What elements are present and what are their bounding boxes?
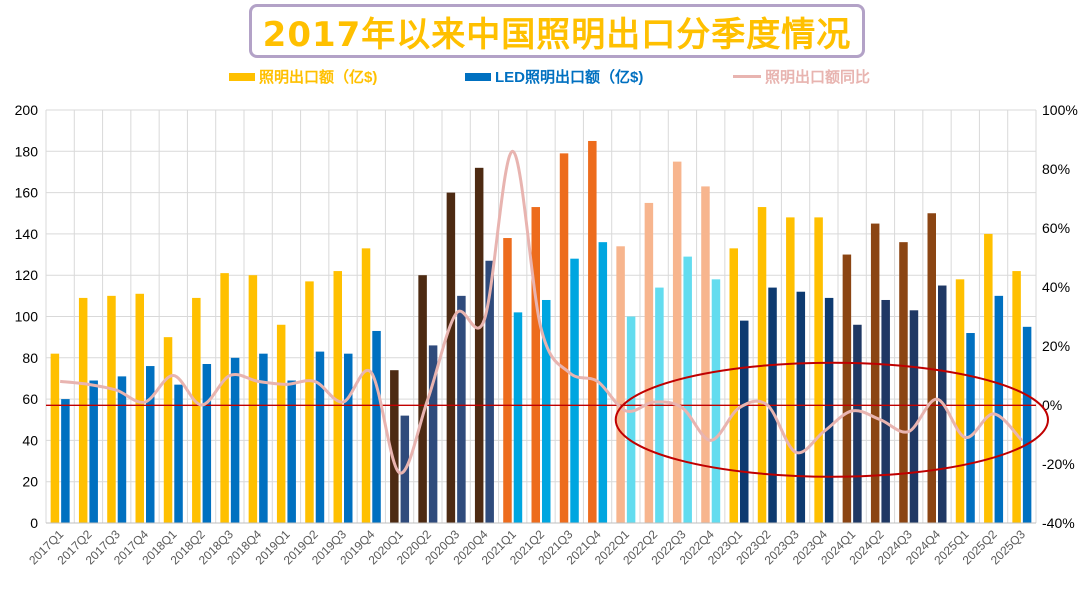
bar-led <box>966 333 975 523</box>
bar-led <box>513 312 523 523</box>
bar-led <box>542 299 551 523</box>
chart-title: 2017年以来中国照明出口分季度情况 <box>262 14 852 55</box>
y-right-tick-label: 80% <box>1042 161 1070 177</box>
y-right-tick-label: 40% <box>1042 279 1070 295</box>
bar-led <box>740 320 749 523</box>
bar-lighting <box>955 279 965 523</box>
bar-lighting <box>842 254 852 524</box>
legend-item-led: LED照明出口额（亿$) <box>465 66 643 87</box>
bar-led <box>570 258 579 523</box>
bar-led <box>287 380 296 523</box>
legend-label-yoy: 照明出口额同比 <box>765 69 871 86</box>
bar-lighting <box>503 238 512 523</box>
y-left-tick-label: 200 <box>15 102 39 118</box>
bar-lighting <box>361 248 371 524</box>
y-right-tick-label: 0% <box>1042 397 1062 413</box>
bar-led <box>315 351 325 523</box>
bar-lighting <box>474 167 484 523</box>
bar-led <box>344 353 353 523</box>
bar-led <box>994 295 1004 523</box>
bar-led <box>683 256 692 523</box>
bar-lighting <box>220 273 229 523</box>
bar-led <box>174 384 183 523</box>
bar-lighting <box>870 223 880 523</box>
yoy-line <box>59 149 1023 475</box>
y-right-tick-label: -20% <box>1042 456 1075 472</box>
bar-lighting <box>50 353 60 523</box>
bar-led <box>881 299 890 523</box>
bar-lighting <box>899 242 908 523</box>
y-left-tick-label: 60 <box>22 391 38 407</box>
legend-item-yoy: 照明出口额同比 <box>733 66 870 87</box>
bar-led <box>89 380 98 523</box>
y-right-tick-label: -40% <box>1042 515 1075 531</box>
bar-lighting <box>446 192 456 523</box>
y-right-tick-label: 100% <box>1042 102 1078 118</box>
bar-lighting <box>1012 271 1021 523</box>
bar-led <box>909 310 919 523</box>
bar-led <box>796 291 806 523</box>
annotation-ellipse <box>614 361 1049 478</box>
bar-led <box>202 363 212 523</box>
legend-swatch-lighting <box>229 72 255 81</box>
bar-led <box>117 376 127 523</box>
legend-swatch-led <box>465 72 491 81</box>
chart-title-box: 2017年以来中国照明出口分季度情况 <box>249 4 865 58</box>
bar-led <box>372 330 381 523</box>
bar-led <box>853 324 862 523</box>
legend-label-lighting: 照明出口额（亿$) <box>259 69 378 86</box>
bar-lighting <box>192 297 201 523</box>
bar-led <box>230 357 240 523</box>
bar-led <box>626 316 636 523</box>
bar-led <box>457 295 466 523</box>
bar-lighting <box>390 370 399 523</box>
bar-lighting <box>984 233 993 523</box>
bar-lighting <box>814 217 823 523</box>
y-left-tick-label: 160 <box>15 185 39 201</box>
bar-lighting <box>418 275 427 523</box>
bar-lighting <box>135 293 144 523</box>
bar-lighting <box>701 186 710 523</box>
bar-lighting <box>559 153 569 524</box>
y-right-tick-label: 20% <box>1042 338 1070 354</box>
bar-led <box>485 260 494 523</box>
legend-swatch-yoy <box>733 75 761 78</box>
bar-led <box>61 399 70 523</box>
bar-lighting <box>78 297 88 523</box>
bar-lighting <box>248 275 258 523</box>
y-right-tick-label: 60% <box>1042 220 1070 236</box>
bar-led <box>1022 326 1032 523</box>
bar-lighting <box>107 295 116 523</box>
y-left-tick-label: 80 <box>22 350 38 366</box>
bar-lighting <box>616 246 625 524</box>
bar-lighting <box>588 140 597 523</box>
bar-lighting <box>163 337 173 523</box>
bar-lighting <box>333 271 342 523</box>
bar-lighting <box>305 281 314 523</box>
bar-led <box>824 297 834 523</box>
bar-led <box>259 353 268 523</box>
bar-lighting <box>786 217 795 523</box>
bar-lighting <box>729 248 738 524</box>
y-left-tick-label: 40 <box>22 432 38 448</box>
bar-lighting <box>276 324 286 523</box>
legend: 照明出口额（亿$) LED照明出口额（亿$) 照明出口额同比 <box>0 66 1080 88</box>
bar-led <box>146 366 155 523</box>
bar-lighting <box>531 207 540 523</box>
y-left-tick-label: 20 <box>22 474 38 490</box>
legend-label-led: LED照明出口额（亿$) <box>495 69 644 86</box>
legend-item-lighting: 照明出口额（亿$) <box>229 66 377 87</box>
y-left-tick-label: 0 <box>30 515 38 531</box>
bar-lighting <box>672 161 682 523</box>
bar-led <box>428 345 438 523</box>
y-left-tick-label: 120 <box>15 267 39 283</box>
y-left-tick-label: 100 <box>15 309 39 325</box>
bar-led <box>711 279 721 523</box>
y-left-tick-label: 140 <box>15 226 39 242</box>
bar-led <box>598 242 608 523</box>
y-left-tick-label: 180 <box>15 143 39 159</box>
bar-lighting <box>644 202 654 524</box>
